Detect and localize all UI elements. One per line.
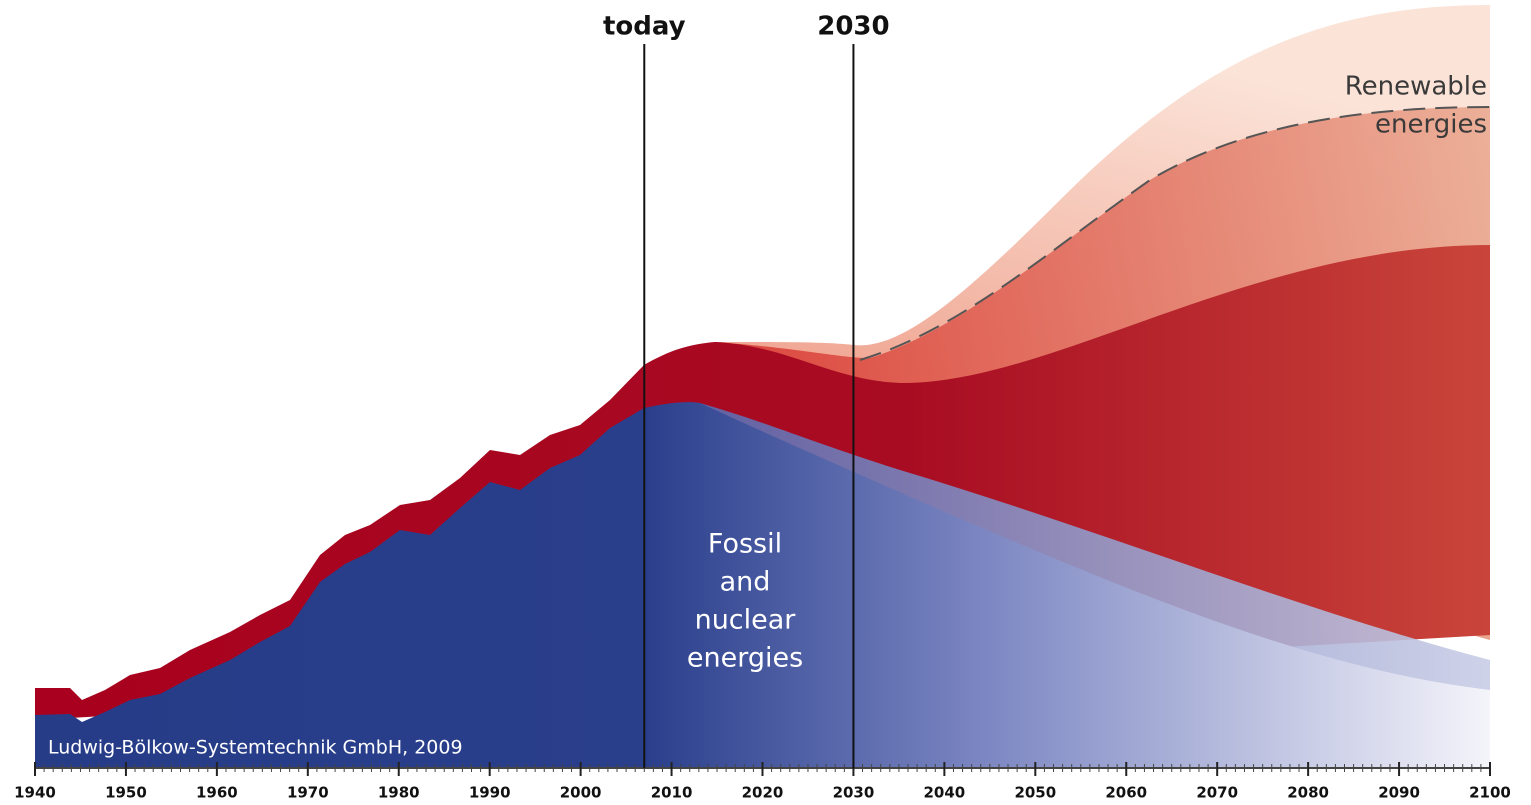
x-tick-label: 2080: [1287, 784, 1329, 802]
x-tick-label: 2100: [1469, 784, 1511, 802]
area-label: energies: [1375, 110, 1487, 140]
x-tick-label: 2040: [924, 784, 966, 802]
x-tick-label: 2070: [1196, 784, 1238, 802]
x-tick-label: 1950: [105, 784, 147, 802]
fossil-area: [35, 402, 1490, 768]
marker-label: 2030: [817, 12, 889, 42]
area-label: Renewable: [1345, 72, 1487, 102]
area-label: and: [720, 567, 771, 598]
x-tick-label: 1980: [378, 784, 420, 802]
x-tick-label: 2010: [651, 784, 693, 802]
x-tick-label: 2090: [1378, 784, 1420, 802]
marker-label: today: [603, 12, 686, 42]
x-tick-label: 2060: [1105, 784, 1147, 802]
renewable-divider: [859, 106, 1491, 361]
x-tick-label: 2000: [560, 784, 602, 802]
x-tick-label: 2020: [742, 784, 784, 802]
x-tick-label: 1990: [469, 784, 511, 802]
credit: Ludwig-Bölkow-Systemtechnik GmbH, 2009: [48, 737, 463, 759]
x-tick-label: 1940: [14, 784, 56, 802]
area-label: Fossil: [708, 529, 782, 560]
area-label: energies: [687, 643, 803, 674]
x-tick-label: 2030: [833, 784, 875, 802]
x-tick-label: 2050: [1014, 784, 1056, 802]
x-tick-label: 1970: [287, 784, 329, 802]
area-label: nuclear: [695, 605, 797, 636]
x-tick-label: 1960: [196, 784, 238, 802]
